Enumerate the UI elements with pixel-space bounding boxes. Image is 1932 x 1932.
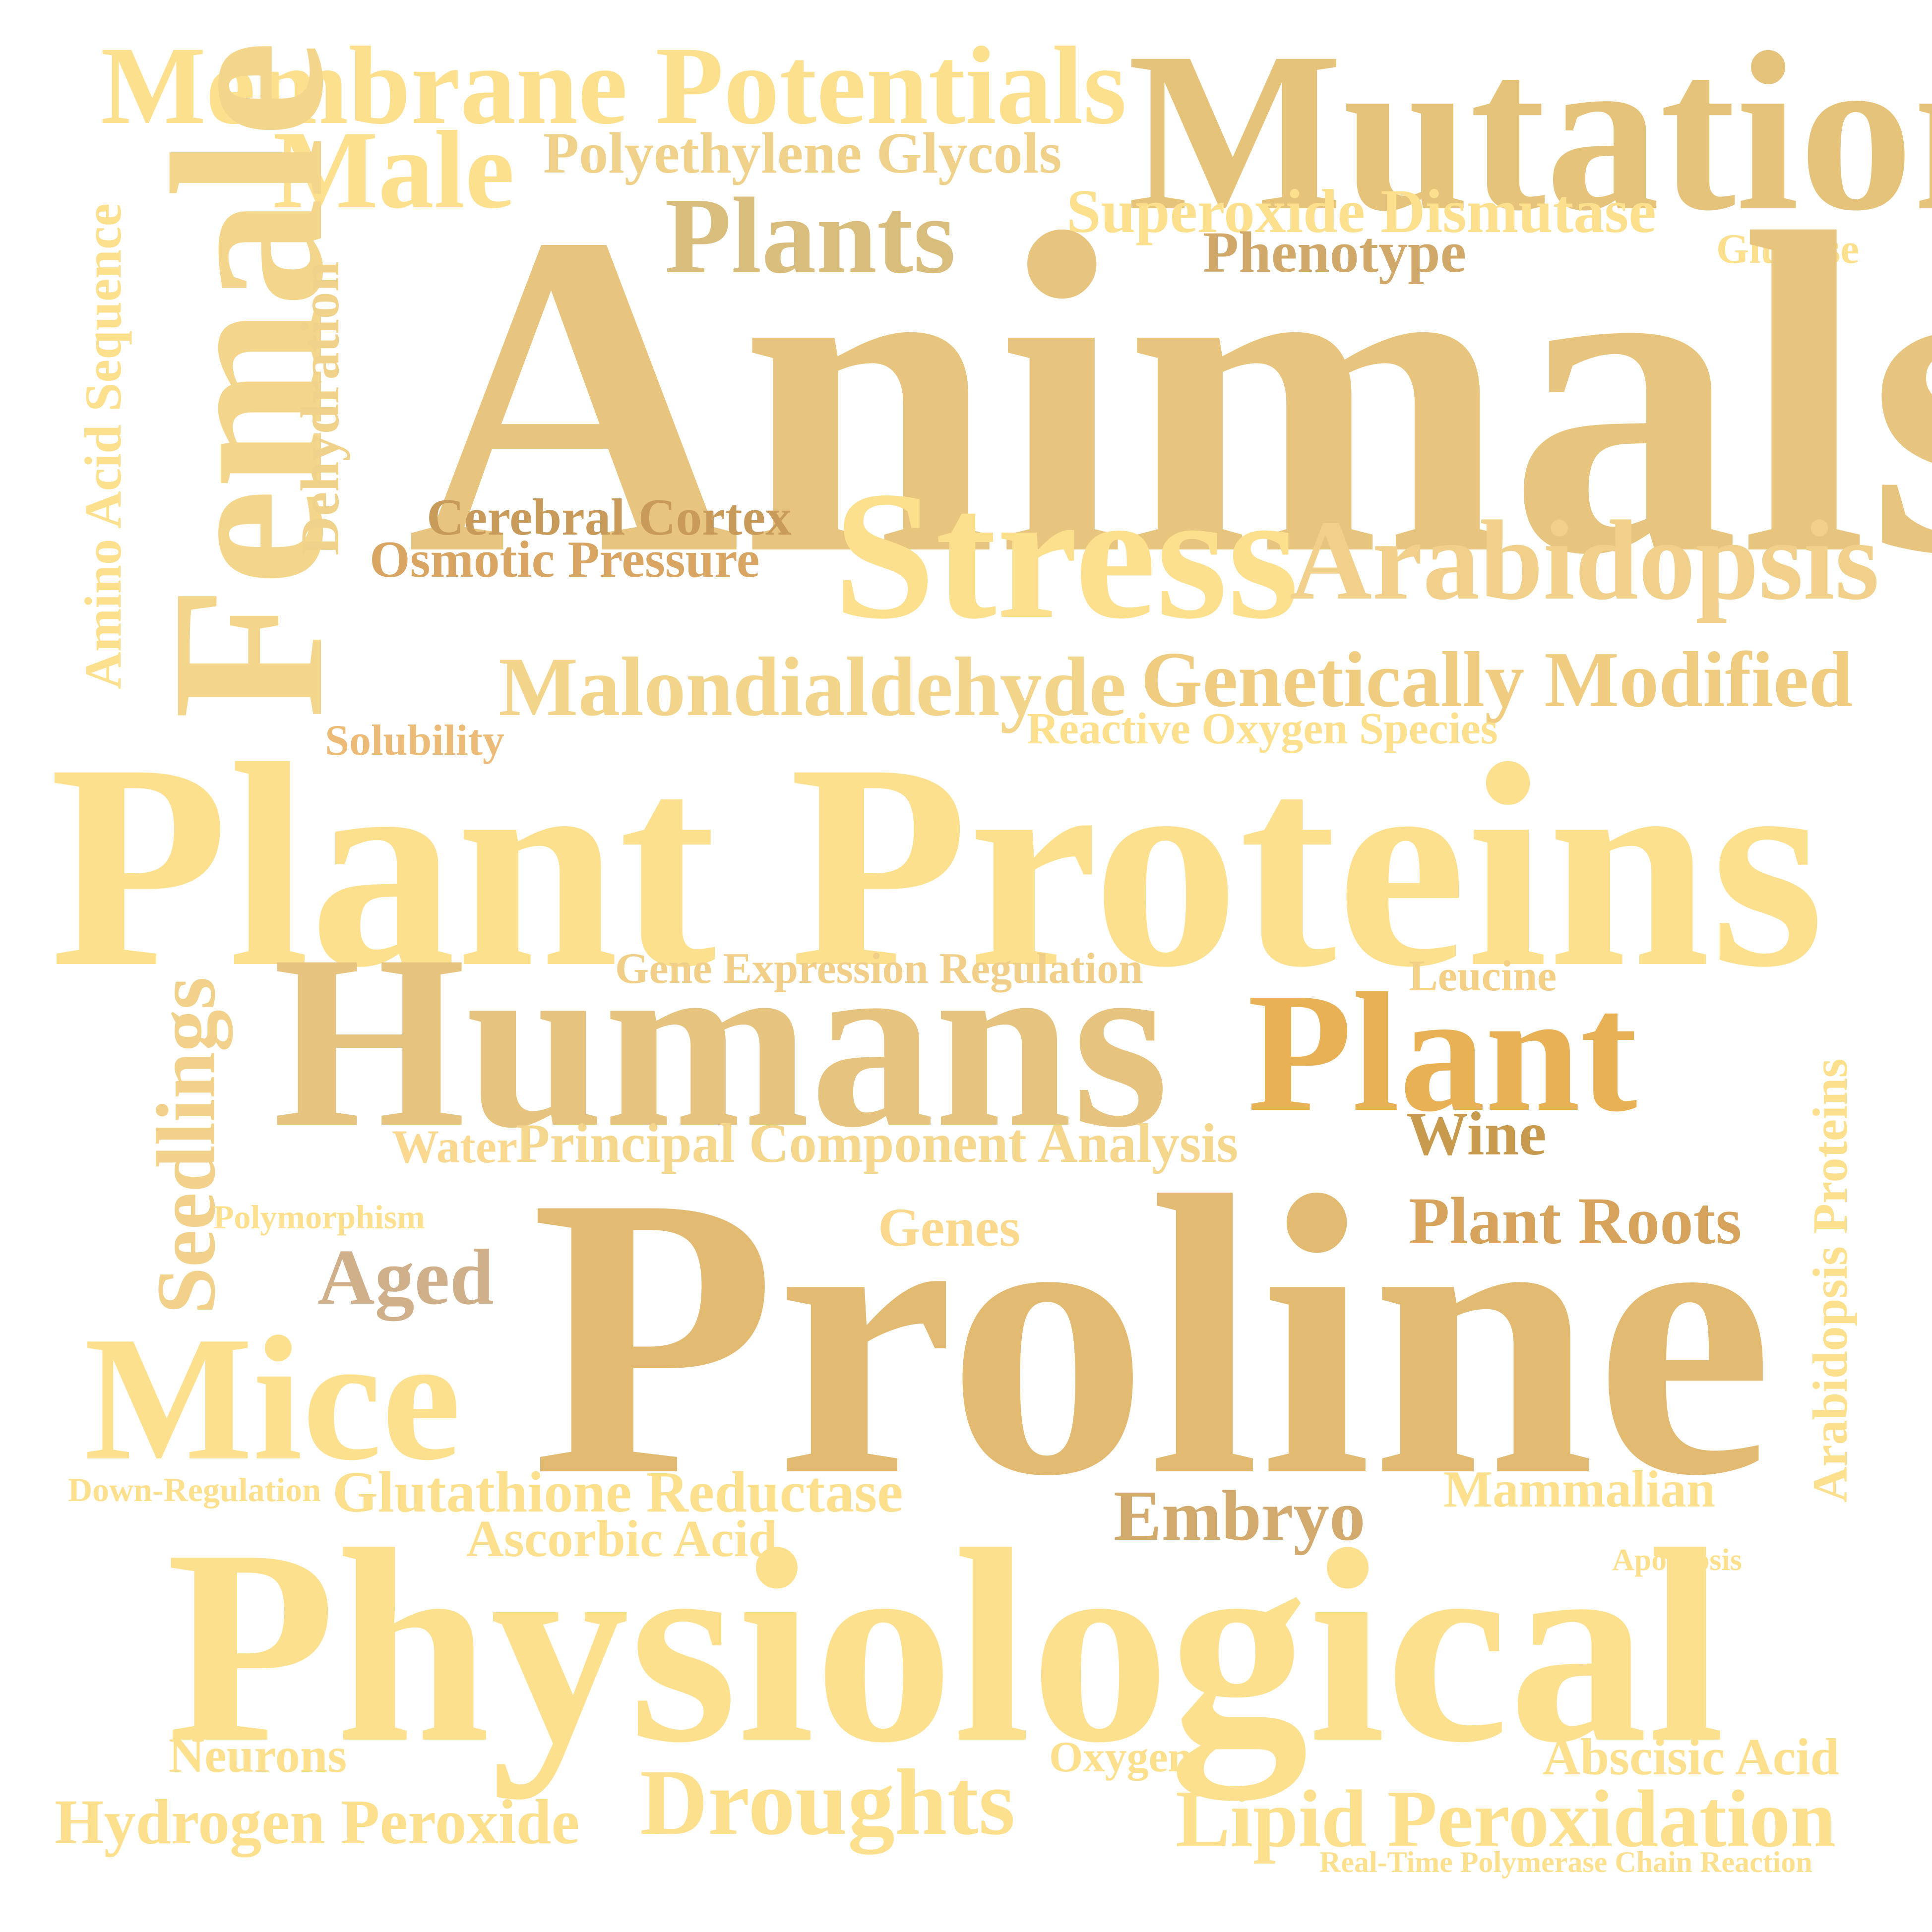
word-water: Water	[392, 1120, 518, 1173]
word-wine: Wine	[1406, 1100, 1547, 1168]
word-down-regulation: Down-Regulation	[68, 1471, 321, 1509]
word-lipid-peroxidation: Lipid Peroxidation	[1176, 1773, 1836, 1864]
word-stress: Stress	[833, 454, 1299, 657]
word-mammalian: Mammalian	[1443, 1460, 1716, 1518]
word-osmotic-pressure: Osmotic Pressure	[370, 530, 760, 588]
word-oxygen: Oxygen	[1049, 1733, 1192, 1781]
word-glucose: Glucose	[1716, 226, 1860, 272]
word-male: Male	[273, 108, 515, 232]
word-principal-component-analysis: Principal Component Analysis	[516, 1113, 1239, 1174]
word-membrane-potentials: Membrane Potentials	[101, 23, 1127, 147]
word-abscisic-acid: Abscisic Acid	[1543, 1728, 1839, 1786]
word-aged: Aged	[317, 1233, 494, 1321]
word-ascorbic-acid: Ascorbic Acid	[466, 1509, 778, 1568]
word-polyethylene-glycols: Polyethylene Glycols	[543, 121, 1062, 185]
word-neurons: Neurons	[169, 1728, 347, 1783]
word-apoptosis: Apoptosis	[1612, 1543, 1742, 1577]
word-leucine: Leucine	[1409, 952, 1557, 1000]
word-hydrogen-peroxide: Hydrogen Peroxide	[55, 1787, 580, 1857]
word-arabidopsis-proteins: Arabidopsis Proteins	[1803, 1058, 1858, 1503]
word-malondialdehyde: Malondialdehyde	[499, 640, 1126, 733]
word-genetically-modified: Genetically Modified	[1141, 635, 1853, 724]
word-polymorphism: Polymorphism	[213, 1198, 425, 1236]
word-physiological: Physiological	[166, 1493, 1725, 1800]
word-seedlings: Seedlings	[139, 976, 233, 1314]
word-amino-acid-sequence: Amino Acid Sequence	[74, 203, 132, 689]
word-dehydration: Dehydration	[290, 261, 350, 555]
word-mutation: Mutation	[1127, 5, 1932, 258]
word-cerebral-cortex: Cerebral Cortex	[427, 488, 792, 546]
word-droughts: Droughts	[640, 1751, 1015, 1855]
word-gene-expression-regulation: Gene Expression Regulation	[615, 945, 1143, 993]
word-plant-proteins: Plant Proteins	[50, 703, 1825, 1027]
word-plants: Plants	[665, 175, 956, 296]
word-genes: Genes	[878, 1197, 1021, 1258]
word-embryo: Embryo	[1114, 1476, 1366, 1556]
word-plant-roots: Plant Roots	[1409, 1184, 1742, 1258]
word-plant: Plant	[1247, 958, 1637, 1147]
word-animals: Animals	[407, 139, 1932, 650]
word-solubility: Solubility	[325, 717, 504, 765]
word-proline: Proline	[531, 1114, 1773, 1559]
word-mice: Mice	[84, 1299, 461, 1497]
word-glutathione-reductase: Glutathione Reductase	[332, 1459, 903, 1524]
word-phenotype: Phenotype	[1203, 220, 1466, 285]
word-arabidopsis: Arabidopsis	[1290, 497, 1879, 623]
word-superoxide-dismutase: Superoxide Dismutase	[1066, 178, 1656, 246]
word-humans: Humans	[273, 904, 1169, 1179]
word-real-time-polymerase-chain-reaction: Real-Time Polymerase Chain Reaction	[1319, 1846, 1812, 1878]
word-reactive-oxygen-species: Reactive Oxygen Species	[1027, 704, 1498, 753]
